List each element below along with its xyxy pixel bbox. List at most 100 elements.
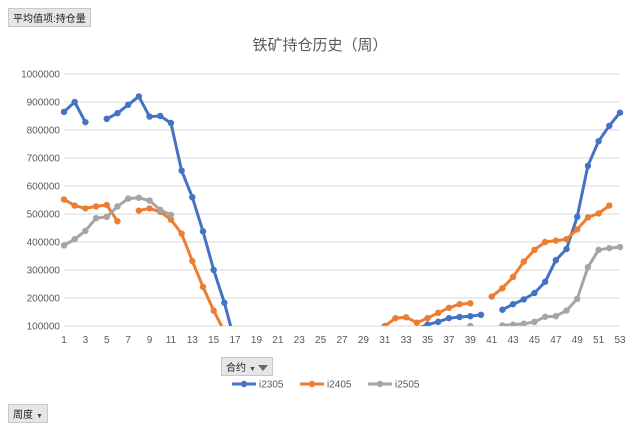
data-point <box>616 109 624 116</box>
x-axis-ticks: 1 3 5 7 9 11 13 15 17 19 21 23 25 27 29 31 33 35 37 39 41 43 4… <box>61 335 626 346</box>
data-point <box>124 195 132 202</box>
data-point <box>552 237 560 244</box>
x-tick-label: 45 <box>529 335 541 346</box>
series-line <box>490 204 611 298</box>
y-tick-label: 700000 <box>27 154 61 165</box>
x-tick-label: 41 <box>486 335 498 346</box>
x-tick-label: 1 <box>61 335 67 346</box>
data-point <box>574 295 581 303</box>
data-point <box>552 257 560 264</box>
grid-lines <box>64 73 620 327</box>
y-tick-label: 100000 <box>27 322 61 333</box>
data-point <box>435 309 442 317</box>
data-point <box>435 318 442 325</box>
x-tick-label: 47 <box>550 335 562 346</box>
data-point <box>445 314 453 322</box>
legend-label: i2405 <box>327 380 352 391</box>
data-point <box>167 216 175 223</box>
data-point <box>509 321 517 326</box>
data-point <box>606 244 613 252</box>
chart-title: 铁矿持仓历史（周） <box>252 37 388 54</box>
x-tick-label: 51 <box>593 335 605 346</box>
y-tick-label: 900000 <box>27 98 61 109</box>
data-point <box>499 285 506 292</box>
data-point <box>584 264 592 271</box>
data-point <box>595 246 602 254</box>
x-tick-label: 35 <box>422 335 434 346</box>
data-point <box>606 122 613 129</box>
data-point <box>595 210 602 217</box>
data-point <box>456 300 463 308</box>
data-point <box>531 289 538 297</box>
row-field-button[interactable]: 周度 ▼ <box>8 404 48 423</box>
data-point <box>157 206 164 213</box>
data-point <box>167 119 175 127</box>
data-point <box>167 211 175 219</box>
legend-marker <box>308 380 316 388</box>
x-tick-label: 23 <box>294 335 306 346</box>
data-point <box>606 202 613 209</box>
data-point <box>424 314 431 322</box>
x-tick-label: 43 <box>508 335 520 346</box>
x-tick-label: 31 <box>379 335 391 346</box>
value-field-label: 平均值项:持仓量 <box>13 14 86 25</box>
legend-label: i2505 <box>395 380 420 391</box>
series-i2405 <box>60 196 613 334</box>
data-point <box>221 328 227 334</box>
data-point <box>210 307 217 314</box>
data-point <box>499 322 506 326</box>
data-point <box>509 300 517 308</box>
data-point <box>574 213 581 220</box>
data-point <box>415 325 419 326</box>
data-point <box>445 304 453 311</box>
x-tick-label: 29 <box>358 335 370 346</box>
column-field-label: 合约 <box>226 363 246 374</box>
data-point <box>541 238 549 246</box>
data-point <box>92 203 100 210</box>
data-point <box>178 167 185 174</box>
value-field-button[interactable]: 平均值项:持仓量 <box>8 8 91 27</box>
data-point <box>103 201 110 209</box>
series-line <box>502 245 621 326</box>
x-tick-label: 27 <box>336 335 348 346</box>
data-point <box>114 203 121 210</box>
data-point <box>381 322 388 326</box>
legend-marker <box>240 380 248 388</box>
data-point <box>499 306 506 313</box>
column-field-button[interactable]: 合约 ▼ <box>221 357 273 376</box>
legend-item-i2305: i2305 <box>232 380 284 391</box>
x-tick-label: 39 <box>465 335 477 346</box>
data-point <box>114 218 121 225</box>
data-point <box>488 293 495 300</box>
x-tick-label: 7 <box>125 335 131 346</box>
data-point <box>563 236 570 243</box>
data-point <box>402 314 410 321</box>
data-point <box>584 162 592 170</box>
data-point <box>146 197 153 204</box>
data-point <box>157 112 164 120</box>
data-point <box>477 311 485 318</box>
data-point <box>467 313 474 320</box>
y-tick-label: 200000 <box>27 294 61 305</box>
filter-icon <box>257 365 268 372</box>
row-field-label: 周度 <box>13 410 33 421</box>
data-point <box>520 258 527 265</box>
data-point <box>531 246 538 254</box>
data-point <box>92 215 100 222</box>
data-point <box>413 319 421 326</box>
x-tick-label: 33 <box>401 335 413 346</box>
data-point <box>189 257 196 265</box>
data-point <box>392 314 399 322</box>
y-tick-label: 1000000 <box>21 70 60 81</box>
x-tick-label: 9 <box>147 335 153 346</box>
data-point <box>616 243 624 251</box>
data-point <box>124 101 132 109</box>
data-point <box>595 138 602 145</box>
data-point <box>82 118 89 126</box>
x-tick-label: 11 <box>166 335 177 346</box>
data-point <box>71 98 78 106</box>
data-point <box>509 273 517 281</box>
data-point <box>71 236 78 243</box>
data-point <box>199 228 207 235</box>
